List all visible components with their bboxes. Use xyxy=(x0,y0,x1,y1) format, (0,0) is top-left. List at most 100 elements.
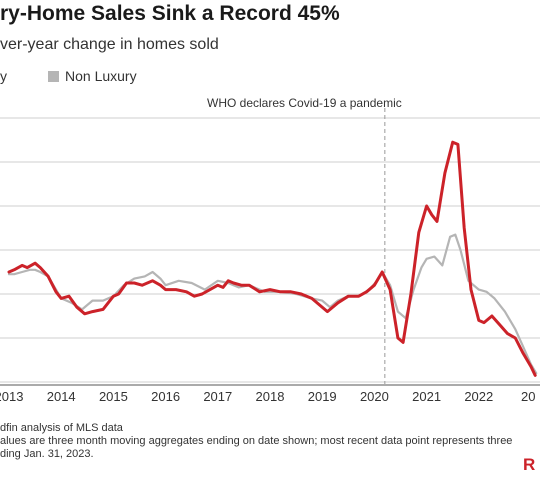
data-point-luxury xyxy=(35,263,36,264)
data-point-luxury xyxy=(217,285,218,286)
data-point-luxury xyxy=(118,293,119,294)
data-point-luxury xyxy=(68,296,69,297)
data-point-luxury xyxy=(22,265,23,266)
data-point-luxury xyxy=(452,142,453,143)
data-point-luxury xyxy=(348,296,349,297)
data-point-luxury xyxy=(301,293,302,294)
data-point-non-luxury xyxy=(426,258,427,259)
data-point-non-luxury xyxy=(40,271,41,272)
data-point-non-luxury xyxy=(160,278,161,279)
data-point-luxury xyxy=(84,313,85,314)
data-point-luxury xyxy=(464,227,465,228)
covid-annotation: WHO declares Covid-19 a pandemic xyxy=(207,96,402,110)
data-point-luxury xyxy=(233,282,234,283)
data-point-non-luxury xyxy=(523,346,524,347)
data-point-luxury xyxy=(397,337,398,338)
data-point-non-luxury xyxy=(504,311,505,312)
data-point-non-luxury xyxy=(478,289,479,290)
method-note-line2: ding Jan. 31, 2023. xyxy=(0,448,94,460)
data-point-luxury xyxy=(152,280,153,281)
legend-label-non-luxury: Non Luxury xyxy=(65,68,137,84)
x-tick-label: 2014 xyxy=(47,389,76,404)
data-point-luxury xyxy=(186,291,187,292)
data-point-luxury xyxy=(194,296,195,297)
data-point-luxury xyxy=(241,285,242,286)
chart-subtitle: ver-year change in homes sold xyxy=(0,36,219,53)
data-point-luxury xyxy=(515,337,516,338)
data-point-non-luxury xyxy=(8,274,9,275)
data-point-non-luxury xyxy=(442,265,443,266)
legend-item-luxury: y xyxy=(0,68,7,84)
data-point-luxury xyxy=(470,289,471,290)
data-point-luxury xyxy=(142,285,143,286)
data-point-non-luxury xyxy=(29,269,30,270)
data-point-luxury xyxy=(175,289,176,290)
x-tick-label: 2015 xyxy=(99,389,128,404)
data-point-luxury xyxy=(390,289,391,290)
method-note-line1: alues are three month moving aggregates … xyxy=(0,435,513,447)
data-point-luxury xyxy=(358,296,359,297)
data-point-luxury xyxy=(92,311,93,312)
x-tick-label: 2020 xyxy=(360,389,389,404)
data-point-luxury xyxy=(382,271,383,272)
x-tick-label: 2013 xyxy=(0,389,23,404)
source-note: dfin analysis of MLS data xyxy=(0,422,123,434)
data-point-luxury xyxy=(491,315,492,316)
data-point-luxury xyxy=(374,285,375,286)
data-point-luxury xyxy=(126,282,127,283)
data-point-luxury xyxy=(134,282,135,283)
data-point-non-luxury xyxy=(14,274,15,275)
redfin-logo: R xyxy=(523,455,536,474)
data-point-luxury xyxy=(8,271,9,272)
legend-item-non-luxury: Non Luxury xyxy=(48,68,137,84)
data-point-non-luxury xyxy=(92,300,93,301)
data-point-non-luxury xyxy=(102,300,103,301)
data-point-luxury xyxy=(426,205,427,206)
data-point-luxury xyxy=(483,322,484,323)
data-point-non-luxury xyxy=(397,311,398,312)
data-point-non-luxury xyxy=(134,278,135,279)
data-point-non-luxury xyxy=(455,234,456,235)
data-point-luxury xyxy=(366,291,367,292)
x-tick-label: 2022 xyxy=(464,389,493,404)
data-point-luxury xyxy=(444,172,445,173)
x-tick-label: 2016 xyxy=(151,389,180,404)
data-point-luxury xyxy=(165,289,166,290)
data-point-luxury xyxy=(48,276,49,277)
data-point-luxury xyxy=(27,267,28,268)
data-point-luxury xyxy=(76,307,77,308)
data-point-luxury xyxy=(403,342,404,343)
data-point-luxury xyxy=(55,291,56,292)
chart-title: ry-Home Sales Sink a Record 45% xyxy=(0,2,340,25)
legend-label-luxury: y xyxy=(0,68,7,84)
data-point-non-luxury xyxy=(515,329,516,330)
data-point-luxury xyxy=(61,298,62,299)
data-point-non-luxury xyxy=(434,256,435,257)
data-point-non-luxury xyxy=(35,269,36,270)
data-point-luxury xyxy=(160,285,161,286)
data-point-luxury xyxy=(14,269,15,270)
data-point-luxury xyxy=(290,291,291,292)
data-point-non-luxury xyxy=(486,291,487,292)
data-point-luxury xyxy=(478,320,479,321)
data-point-luxury xyxy=(202,293,203,294)
data-point-luxury xyxy=(436,221,437,222)
data-point-luxury xyxy=(499,324,500,325)
data-point-non-luxury xyxy=(238,287,239,288)
data-point-non-luxury xyxy=(165,285,166,286)
data-point-luxury xyxy=(418,232,419,233)
data-point-non-luxury xyxy=(217,280,218,281)
x-tick-label: 2019 xyxy=(308,389,337,404)
x-tick-label: 2017 xyxy=(203,389,232,404)
data-point-luxury xyxy=(249,285,250,286)
x-tick-label: 20 xyxy=(521,389,535,404)
data-point-luxury xyxy=(259,291,260,292)
legend-swatch-non-luxury xyxy=(48,71,59,82)
data-point-luxury xyxy=(40,267,41,268)
data-point-non-luxury xyxy=(421,267,422,268)
data-point-luxury xyxy=(530,366,531,367)
data-point-non-luxury xyxy=(413,289,414,290)
data-point-non-luxury xyxy=(178,280,179,281)
data-point-luxury xyxy=(102,309,103,310)
